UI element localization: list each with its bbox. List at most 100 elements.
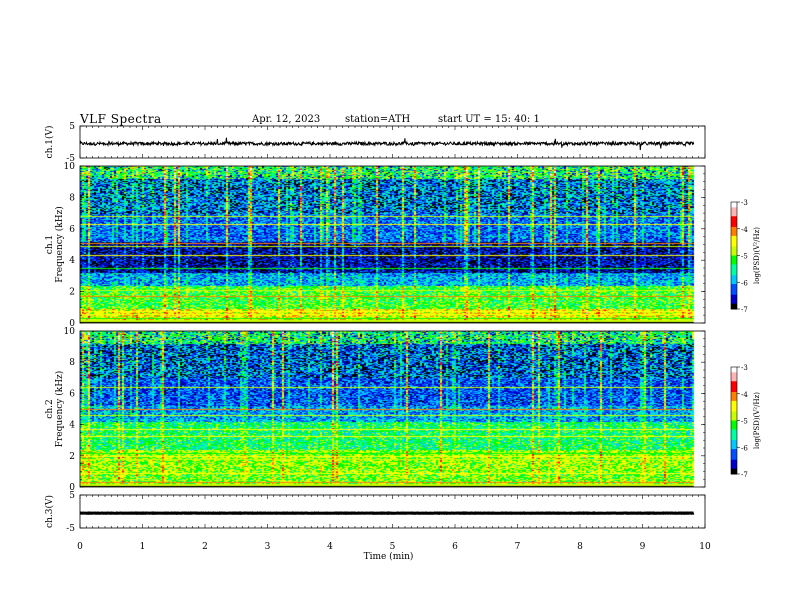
colorbar-cell [731, 399, 737, 402]
x-tick-label: 5 [390, 542, 396, 552]
colorbar-cell [731, 454, 737, 457]
colorbar-cell [731, 292, 737, 296]
y-tick-label: -5 [66, 154, 75, 164]
colorbar-cell [731, 243, 737, 246]
colorbar-cell [731, 291, 737, 294]
y-tick-label: 0 [69, 483, 75, 493]
date-label: Apr. 12, 2023 [252, 114, 321, 125]
colorbar-cell [731, 445, 737, 448]
colorbar-cell [731, 404, 737, 407]
colorbar-cell [731, 440, 737, 443]
colorbar-cell [731, 381, 737, 384]
colorbar-cell [731, 393, 737, 397]
colorbar-cell [731, 273, 737, 276]
colorbar-cell [731, 390, 737, 393]
x-tick-label: 8 [577, 542, 583, 552]
colorbar-cell [731, 248, 737, 251]
colorbar-cell [731, 384, 737, 388]
colorbar-cell [731, 420, 737, 423]
colorbar-cell [731, 368, 737, 372]
colorbar-cell [731, 246, 737, 249]
colorbar-cell [731, 386, 737, 389]
colorbar-cell [731, 294, 737, 298]
colorbar-cell [731, 397, 737, 400]
y-tick-label: 2 [69, 288, 75, 298]
colorbar-cell [731, 218, 737, 221]
colorbar-cell [731, 438, 737, 441]
colorbar-cell [731, 266, 737, 269]
colorbar-cell [731, 219, 737, 223]
x-tick-label: 1 [140, 542, 146, 552]
colorbar-cell [731, 289, 737, 292]
colorbar-cell [731, 287, 737, 290]
colorbar-tick-label: -4 [741, 391, 748, 399]
colorbar-cell [731, 209, 737, 212]
colorbar-cell [731, 255, 737, 258]
colorbar-cell [731, 203, 737, 207]
ch1-spectrogram-ylabel-line2: Frequency (kHz) [54, 206, 65, 283]
plot-title: VLF Spectra [80, 112, 162, 126]
x-tick-label: 10 [699, 542, 711, 552]
colorbar-cell [731, 264, 737, 267]
y-tick-label: 6 [69, 389, 75, 399]
colorbar-cell [731, 285, 737, 289]
colorbar-label-2: log(PSD)(V²/Hz) [753, 392, 761, 449]
colorbar-cell [731, 250, 737, 253]
colorbar-cell [731, 374, 737, 377]
colorbar-cell [731, 223, 737, 226]
colorbar-tick-label: -5 [741, 418, 748, 426]
colorbar-cell [731, 303, 737, 306]
x-tick-label: 6 [452, 542, 458, 552]
colorbar-cell [731, 278, 737, 281]
colorbar-cell [731, 388, 737, 391]
colorbar-cell [731, 284, 737, 287]
colorbar-cell [731, 275, 737, 278]
x-tick-label: 7 [515, 542, 521, 552]
colorbar-cell [731, 232, 737, 235]
colorbar-cell [731, 221, 737, 224]
colorbar-cell [731, 436, 737, 439]
colorbar-cell [731, 276, 737, 280]
colorbar-cell [731, 427, 737, 430]
colorbar-cell [731, 280, 737, 283]
colorbar-cell [731, 230, 737, 233]
colorbar-cell [731, 422, 737, 425]
start-time-label: start UT = 15: 40: 1 [438, 114, 540, 125]
y-tick-label: 0 [69, 319, 75, 329]
ch3-ylabel: ch.3(V) [44, 495, 55, 528]
colorbar-cell [731, 429, 737, 432]
colorbar-cell [731, 225, 737, 228]
spectrogram-image-1 [80, 166, 705, 323]
y-tick-label: 2 [69, 452, 75, 462]
ch2-spectrogram-ylabel-line2: Frequency (kHz) [54, 371, 65, 448]
ch1-waveform-frame [79, 125, 706, 159]
colorbar-cell [731, 228, 737, 232]
y-tick-label: -5 [66, 524, 75, 534]
colorbar-cell [731, 234, 737, 237]
colorbar-tick-label: -3 [741, 364, 748, 372]
colorbar-tick-label: -7 [741, 471, 748, 479]
colorbar-label-1: log(PSD)(V²/Hz) [753, 227, 761, 284]
colorbar-cell [731, 409, 737, 413]
colorbar-cell [731, 207, 737, 210]
colorbar-cell [731, 226, 737, 230]
colorbar-cell [731, 205, 737, 208]
colorbar-cell [731, 372, 737, 375]
colorbar-cell [731, 271, 737, 274]
colorbar-tick-label: -6 [741, 444, 748, 452]
y-tick-label: 8 [69, 358, 75, 368]
colorbar-cell [731, 400, 737, 404]
colorbar-tick-label: -7 [741, 306, 748, 314]
colorbar-cell [731, 260, 737, 264]
colorbar-cell [731, 452, 737, 455]
colorbar-cell [731, 375, 737, 379]
x-axis-label: Time (min) [364, 551, 414, 562]
colorbar-cell [731, 383, 737, 386]
colorbar-cell [731, 379, 737, 382]
y-tick-label: 10 [64, 162, 76, 172]
x-tick-label: 2 [202, 542, 208, 552]
colorbar-tick-label: -5 [741, 253, 748, 261]
colorbar-cell [731, 408, 737, 411]
colorbar-cell [731, 447, 737, 450]
colorbar-cell [731, 214, 737, 217]
